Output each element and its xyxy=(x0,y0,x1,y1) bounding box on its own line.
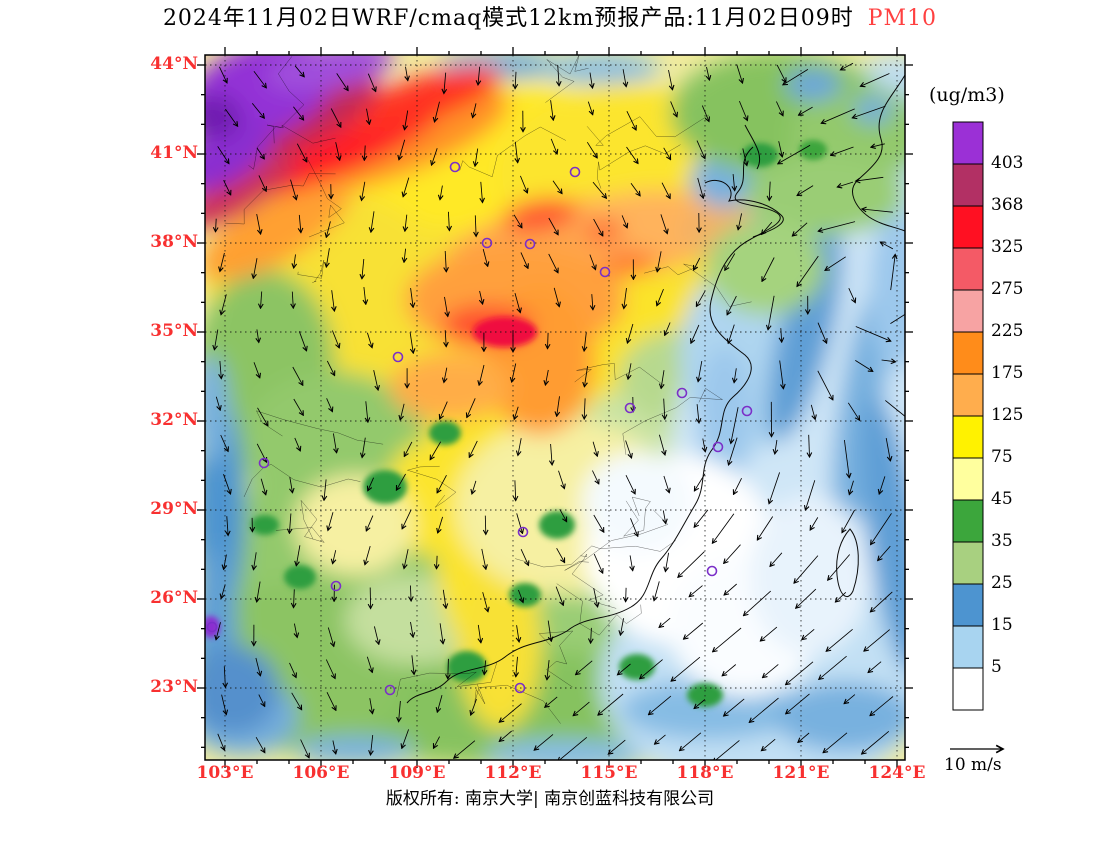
colorbar-level-label: 125 xyxy=(991,405,1024,425)
colorbar-box xyxy=(952,163,984,207)
colorbar-level-label: 25 xyxy=(991,573,1013,593)
title-pollutant-label: PM10 xyxy=(867,6,938,31)
station-markers xyxy=(206,161,753,696)
colorbar-box xyxy=(952,121,984,165)
colorbar-level-label: 275 xyxy=(991,279,1024,299)
colorbar-level-label: 75 xyxy=(991,447,1013,467)
lon-tick-label: 118°E xyxy=(676,763,734,783)
lat-tick-label: 44°N xyxy=(150,54,198,74)
colorbar-box xyxy=(952,499,984,543)
colorbar-box xyxy=(952,625,984,669)
lon-tick-label: 106°E xyxy=(292,763,350,783)
lon-tick-label: 109°E xyxy=(388,763,446,783)
colorbar-box xyxy=(952,247,984,291)
lat-tick-label: 29°N xyxy=(150,499,198,519)
colorbar-level-label: 325 xyxy=(991,237,1024,257)
colorbar-box xyxy=(952,541,984,585)
colorbar-level-label: 5 xyxy=(991,657,1002,677)
colorbar-unit-label: (ug/m3) xyxy=(929,84,1005,106)
colorbar-level-label: 15 xyxy=(991,615,1013,635)
pm10-field-hotspots xyxy=(205,140,827,707)
colorbar-level-label: 45 xyxy=(991,489,1013,509)
province-borders xyxy=(224,55,752,724)
colorbar-level-label: 35 xyxy=(991,531,1013,551)
wind-vectors xyxy=(214,62,905,760)
lat-tick-label: 26°N xyxy=(150,588,198,608)
colorbar-box xyxy=(952,331,984,375)
page-title: 2024年11月02日WRF/cmaq模式12km预报产品:11月02日09时 P… xyxy=(0,8,1100,30)
lon-tick-label: 115°E xyxy=(580,763,638,783)
colorbar-box xyxy=(952,667,984,711)
colorbar-level-label: 403 xyxy=(991,153,1024,173)
colorbar-box xyxy=(952,583,984,627)
lon-tick-label: 103°E xyxy=(196,763,254,783)
colorbar-level-label: 368 xyxy=(991,195,1024,215)
lon-tick-label: 112°E xyxy=(484,763,542,783)
lat-tick-label: 41°N xyxy=(150,143,198,163)
colorbar-box xyxy=(952,373,984,417)
colorbar-box xyxy=(952,415,984,459)
lon-tick-label: 124°E xyxy=(868,763,926,783)
colorbar-box xyxy=(952,289,984,333)
colorbar-box xyxy=(952,457,984,501)
lat-tick-label: 32°N xyxy=(150,410,198,430)
lon-tick-label: 121°E xyxy=(772,763,830,783)
colorbar-level-label: 175 xyxy=(991,363,1024,383)
lat-tick-label: 35°N xyxy=(150,321,198,341)
lat-tick-label: 23°N xyxy=(150,677,198,697)
wind-reference-label: 10 m/s xyxy=(944,755,1002,775)
title-text: 2024年11月02日WRF/cmaq模式12km预报产品:11月02日09时 xyxy=(162,6,854,31)
colorbar-level-label: 225 xyxy=(991,321,1024,341)
map-frame xyxy=(204,54,906,761)
lat-tick-label: 38°N xyxy=(150,232,198,252)
pm10-field xyxy=(205,55,905,760)
copyright-text: 版权所有: 南京大学| 南京创蓝科技有限公司 xyxy=(385,789,715,809)
colorbar-box xyxy=(952,205,984,249)
map-plot-area xyxy=(205,55,905,760)
